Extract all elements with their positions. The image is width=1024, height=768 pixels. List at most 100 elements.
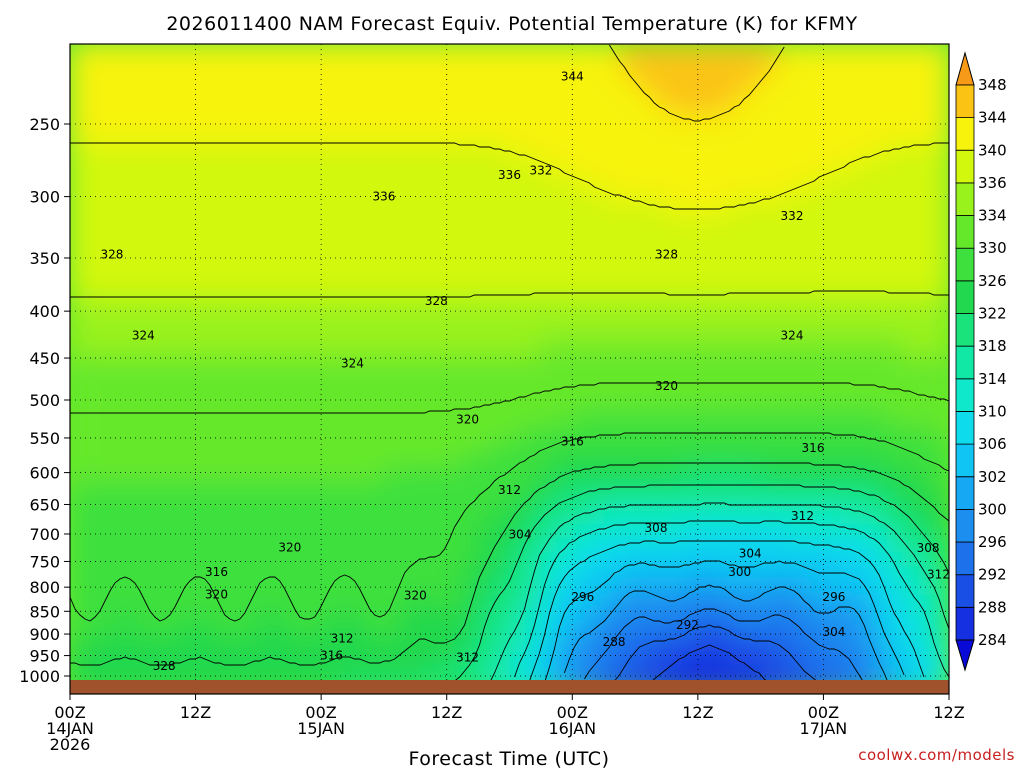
field-cell (760, 171, 778, 187)
field-cell (70, 114, 87, 130)
field-cell (493, 623, 511, 639)
field-cell (431, 298, 448, 314)
field-cell (776, 114, 793, 130)
field-cell (509, 425, 527, 441)
contour-label: 312 (498, 483, 521, 497)
field-cell (650, 213, 668, 229)
field-cell (446, 595, 464, 611)
field-cell (336, 199, 354, 215)
field-cell (258, 397, 276, 413)
field-cell (807, 227, 825, 243)
field-cell (854, 256, 872, 272)
field-cell (70, 482, 87, 498)
field-cell (744, 86, 762, 102)
field-cell (729, 270, 746, 286)
field-cell (525, 425, 542, 441)
field-cell (682, 100, 699, 116)
field-cell (870, 114, 888, 130)
x-tick-label: 16JAN (548, 719, 596, 738)
field-cell (619, 467, 637, 483)
field-cell (540, 213, 558, 229)
field-cell (101, 665, 119, 681)
field-cell (431, 128, 448, 144)
field-cell (682, 595, 699, 611)
field-cell (211, 171, 228, 187)
field-cell (289, 44, 307, 60)
field-cell (164, 72, 181, 88)
field-cell (666, 665, 684, 681)
field-cell (383, 199, 401, 215)
field-cell (666, 185, 684, 201)
field-cell (870, 171, 888, 187)
field-cell (164, 411, 181, 427)
field-cell (619, 453, 637, 469)
field-cell (493, 581, 511, 597)
field-cell (744, 623, 762, 639)
field-cell (682, 157, 699, 173)
field-cell (415, 58, 432, 74)
field-cell (933, 439, 949, 455)
field-cell (117, 199, 134, 215)
field-cell (870, 439, 888, 455)
field-cell (760, 411, 778, 427)
field-cell (650, 467, 668, 483)
field-cell (839, 453, 856, 469)
field-cell (368, 383, 385, 399)
field-cell (431, 256, 448, 272)
field-cell (227, 439, 244, 455)
field-cell (431, 241, 448, 257)
field-cell (650, 241, 668, 257)
field-cell (478, 157, 495, 173)
field-cell (85, 354, 103, 370)
field-cell (572, 496, 589, 512)
field-cell (148, 326, 166, 342)
field-cell (760, 439, 778, 455)
field-cell (823, 411, 841, 427)
field-cell (415, 510, 432, 526)
field-cell (415, 142, 432, 158)
field-cell (744, 369, 762, 385)
field-cell (368, 312, 385, 328)
field-cell (572, 482, 589, 498)
field-cell (744, 185, 762, 201)
field-cell (368, 256, 385, 272)
field-cell (697, 326, 715, 342)
field-cell (242, 383, 260, 399)
field-cell (572, 369, 589, 385)
field-cell (195, 538, 213, 554)
field-cell (839, 425, 856, 441)
field-cell (729, 199, 746, 215)
field-cell (415, 609, 432, 625)
field-cell (101, 171, 119, 187)
field-cell (886, 383, 903, 399)
field-cell (744, 482, 762, 498)
contour-label: 336 (498, 168, 521, 182)
field-cell (446, 665, 464, 681)
field-cell (383, 496, 401, 512)
field-cell (744, 241, 762, 257)
field-cell (258, 44, 276, 60)
field-cell (493, 213, 511, 229)
field-cell (368, 496, 385, 512)
field-cell (478, 114, 495, 130)
field-cell (776, 157, 793, 173)
field-cell (179, 142, 197, 158)
field-cell (70, 496, 87, 512)
field-cell (572, 185, 589, 201)
field-cell (744, 58, 762, 74)
field-cell (870, 142, 888, 158)
field-cell (352, 581, 370, 597)
field-cell (886, 665, 903, 681)
field-cell (635, 397, 652, 413)
field-cell (289, 637, 307, 653)
field-cell (431, 157, 448, 173)
field-cell (383, 609, 401, 625)
field-cell (274, 326, 291, 342)
field-cell (901, 213, 919, 229)
field-cell (619, 369, 637, 385)
field-cell (415, 185, 432, 201)
field-cell (870, 369, 888, 385)
field-cell (666, 72, 684, 88)
field-cell (368, 58, 385, 74)
